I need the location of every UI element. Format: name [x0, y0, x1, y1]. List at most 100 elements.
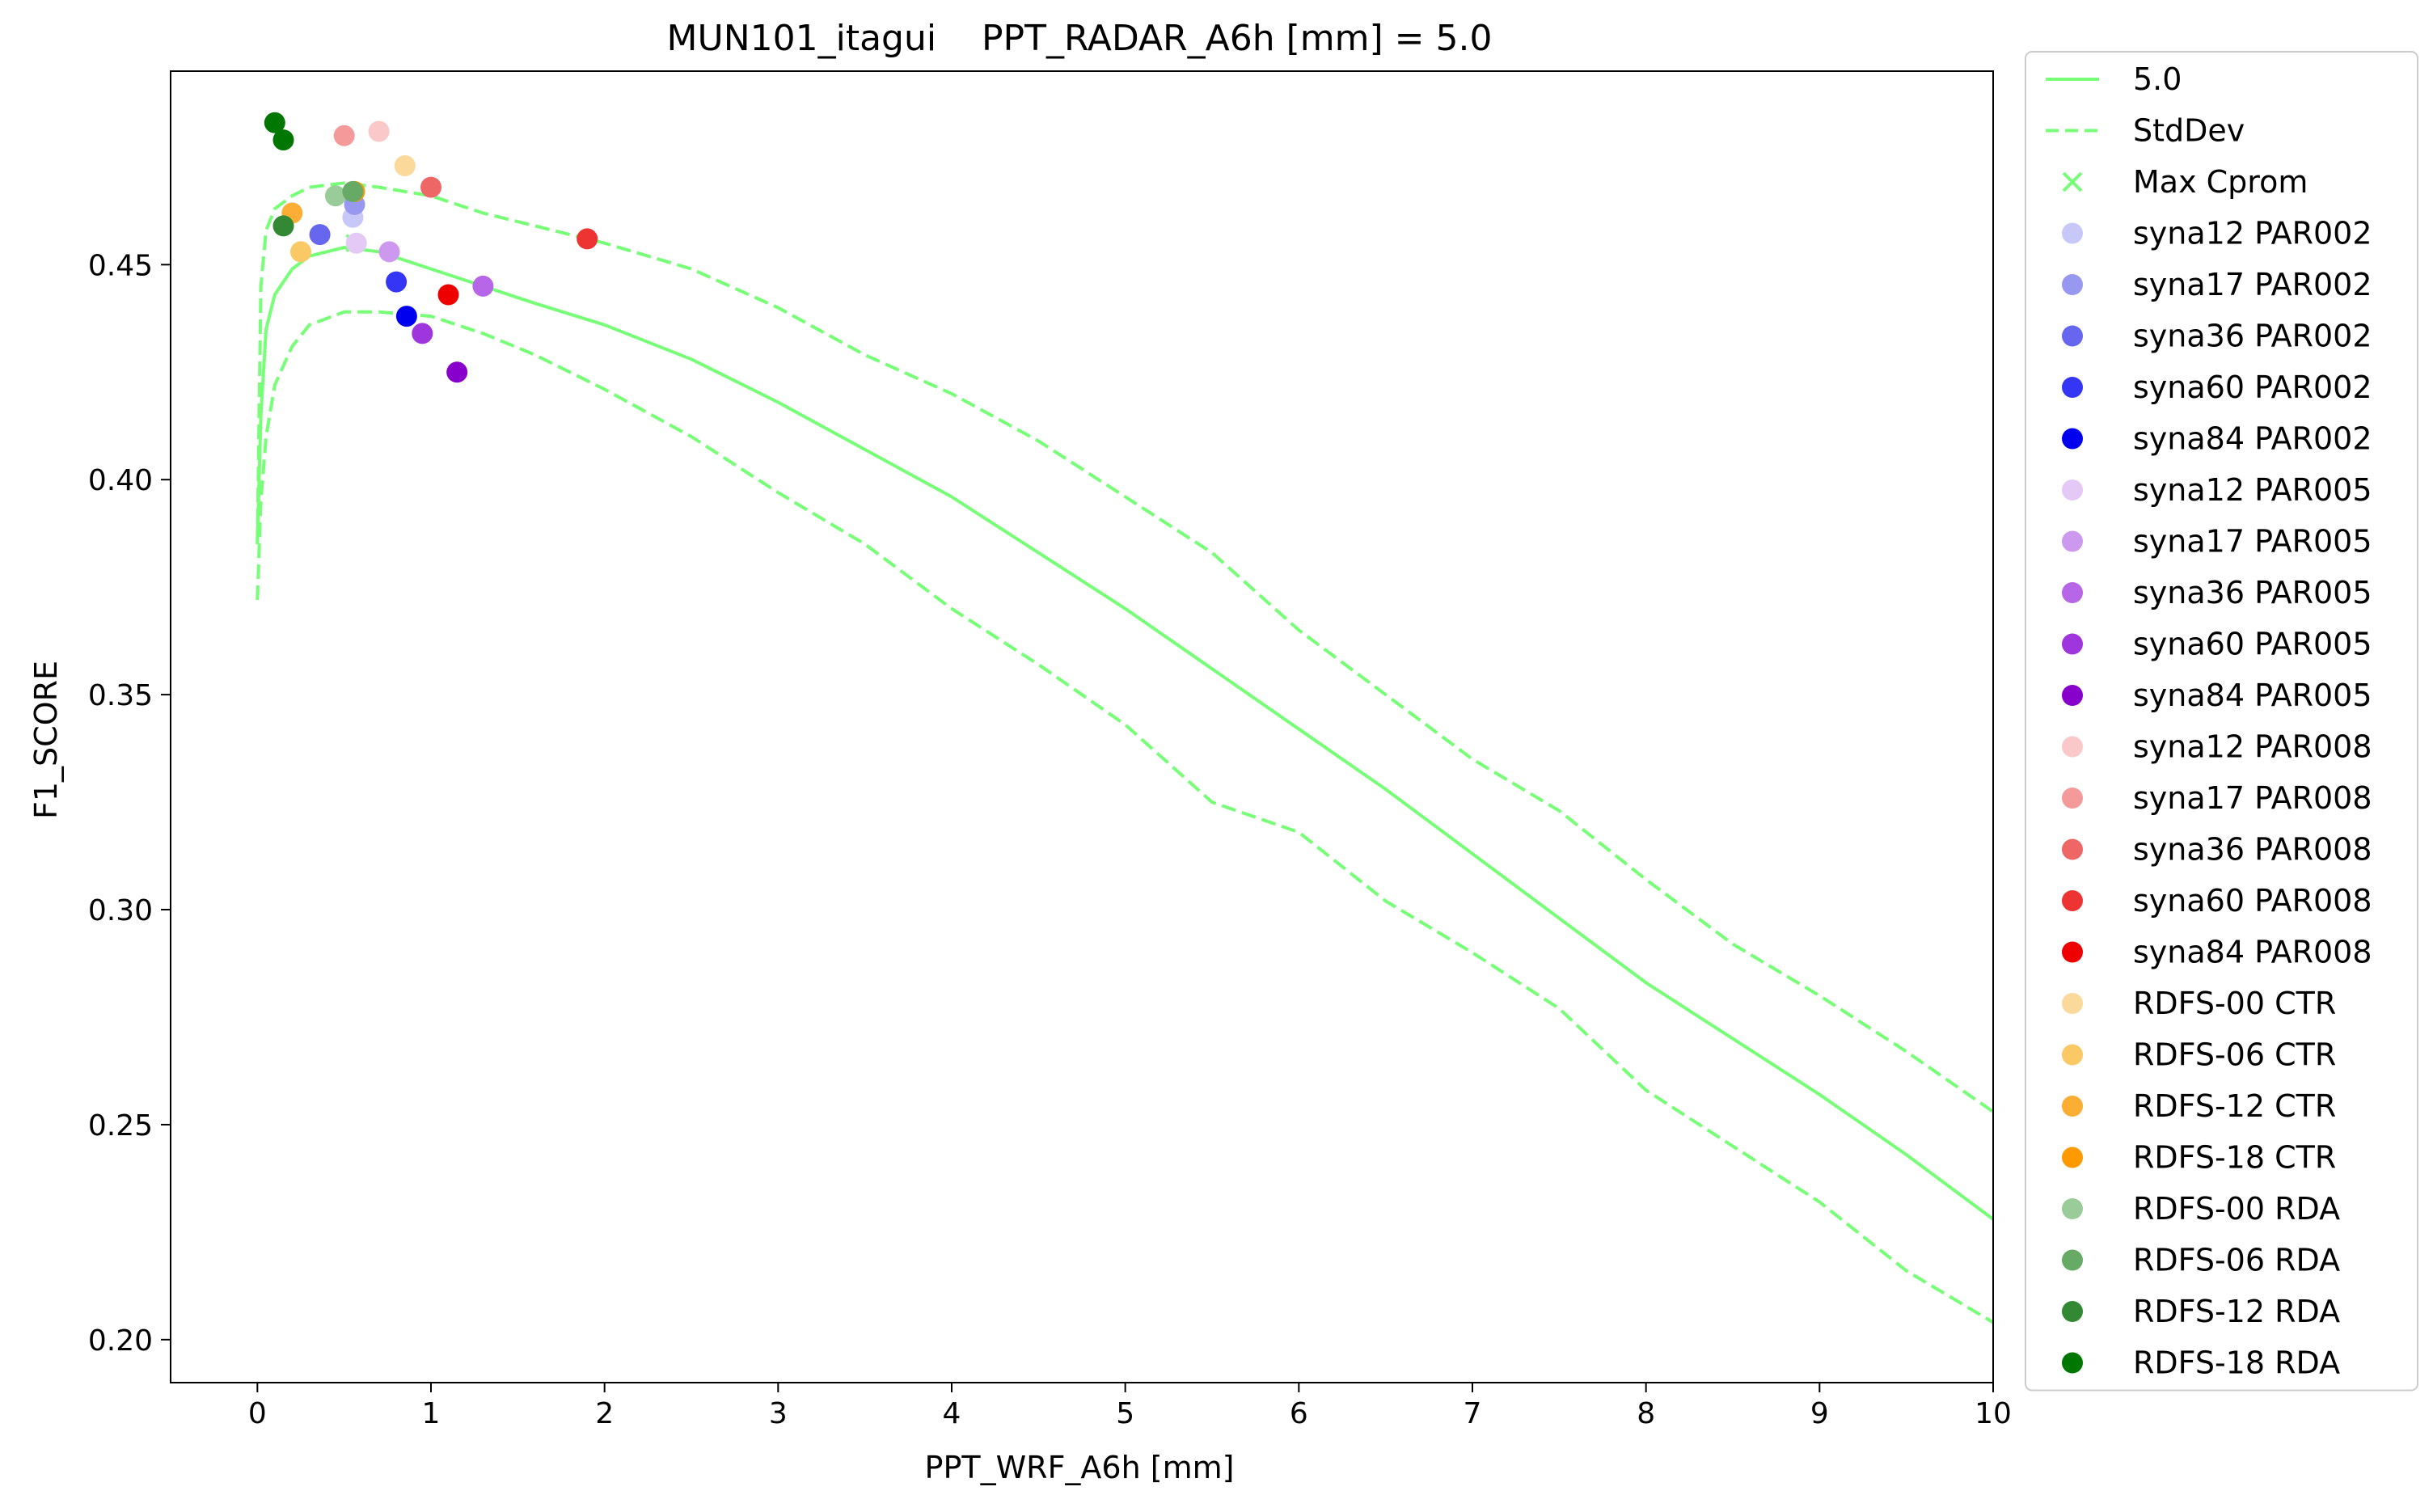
- chart-title: MUN101_itagui PPT_RADAR_A6h [mm] = 5.0: [667, 18, 1493, 59]
- legend-label-18: RDFS-00 CTR: [2133, 986, 2336, 1021]
- data-point-3: [386, 271, 408, 293]
- legend-item-20: RDFS-12 CTR: [2062, 1088, 2336, 1124]
- legend-item-4: syna17 PAR002: [2062, 267, 2372, 302]
- legend-label-5: syna36 PAR002: [2133, 319, 2372, 354]
- legend-handle-20: [2062, 1096, 2083, 1117]
- data-point-7: [472, 275, 494, 297]
- legend-label-15: syna36 PAR008: [2133, 832, 2372, 868]
- legend-label-19: RDFS-06 CTR: [2133, 1037, 2336, 1073]
- legend-item-22: RDFS-00 RDA: [2062, 1191, 2340, 1227]
- legend-label-25: RDFS-18 RDA: [2133, 1345, 2340, 1381]
- x-tick-label-5: 5: [1116, 1397, 1134, 1430]
- x-axis-label: PPT_WRF_A6h [mm]: [925, 1450, 1235, 1485]
- legend-handle-19: [2062, 1044, 2083, 1066]
- legend-handle-16: [2062, 890, 2083, 911]
- legend-item-5: syna36 PAR002: [2062, 319, 2372, 354]
- data-point-12: [420, 176, 441, 198]
- legend-label-3: syna12 PAR002: [2133, 216, 2372, 251]
- legend-handle-3: [2062, 222, 2083, 244]
- legend-item-9: syna17 PAR005: [2062, 524, 2372, 560]
- legend-item-11: syna60 PAR005: [2062, 627, 2372, 662]
- legend-label-1: StdDev: [2133, 113, 2245, 149]
- legend-label-13: syna12 PAR008: [2133, 729, 2372, 765]
- y-tick-label-0: 0.20: [88, 1324, 153, 1358]
- legend-label-21: RDFS-18 CTR: [2133, 1140, 2336, 1176]
- legend-label-9: syna17 PAR005: [2133, 524, 2372, 560]
- legend-item-13: syna12 PAR008: [2062, 729, 2372, 765]
- legend-label-11: syna60 PAR005: [2133, 627, 2372, 662]
- data-point-8: [412, 323, 433, 344]
- legend-item-1: StdDev: [2046, 113, 2245, 149]
- legend-label-24: RDFS-12 RDA: [2133, 1294, 2340, 1329]
- legend-item-14: syna17 PAR008: [2062, 780, 2372, 816]
- legend-item-10: syna36 PAR005: [2062, 575, 2372, 610]
- legend-item-7: syna84 PAR002: [2062, 421, 2372, 457]
- data-point-4: [395, 306, 417, 327]
- x-tick-label-7: 7: [1464, 1397, 1482, 1430]
- legend-handle-21: [2062, 1147, 2083, 1168]
- x-tick-label-9: 9: [1810, 1397, 1829, 1430]
- x-tick-label-4: 4: [943, 1397, 961, 1430]
- legend-label-16: syna60 PAR008: [2133, 883, 2372, 919]
- legend-label-7: syna84 PAR002: [2133, 421, 2372, 457]
- legend-label-8: syna12 PAR005: [2133, 472, 2372, 508]
- legend-handle-4: [2062, 274, 2083, 295]
- data-point-23: [272, 129, 294, 151]
- y-tick-label-4: 0.40: [88, 464, 153, 497]
- series-line-0: [256, 246, 1993, 1221]
- y-axis-label: F1_SCORE: [28, 661, 64, 819]
- data-point-16: [290, 241, 311, 263]
- legend-handle-5: [2062, 325, 2083, 347]
- legend-item-0: 5.0: [2046, 61, 2182, 97]
- data-point-21: [272, 215, 294, 237]
- legend-label-0: 5.0: [2133, 61, 2182, 97]
- y-tick-label-2: 0.30: [88, 894, 153, 927]
- data-point-2: [309, 224, 331, 246]
- legend-handle-11: [2062, 633, 2083, 655]
- legend-item-17: syna84 PAR008: [2062, 935, 2372, 970]
- legend-label-14: syna17 PAR008: [2133, 780, 2372, 816]
- legend-item-19: RDFS-06 CTR: [2062, 1037, 2336, 1073]
- y-tick-label-1: 0.25: [88, 1109, 153, 1142]
- x-tick-label-10: 10: [1975, 1397, 2012, 1430]
- legend-handle-8: [2062, 479, 2083, 500]
- legend-item-23: RDFS-06 RDA: [2062, 1243, 2340, 1278]
- data-point-13: [577, 228, 598, 250]
- legend-item-2: Max Cprom: [2062, 164, 2308, 200]
- legend-handle-15: [2062, 838, 2083, 860]
- legend-label-22: RDFS-00 RDA: [2133, 1191, 2340, 1227]
- legend-label-17: syna84 PAR008: [2133, 935, 2372, 970]
- legend-label-2: Max Cprom: [2133, 164, 2308, 200]
- legend-item-25: RDFS-18 RDA: [2062, 1345, 2340, 1381]
- legend-handle-12: [2062, 685, 2083, 706]
- legend-handle-17: [2062, 941, 2083, 963]
- data-point-14: [437, 284, 459, 306]
- legend-item-3: syna12 PAR002: [2062, 216, 2372, 251]
- legend-handle-14: [2062, 788, 2083, 809]
- legend-item-16: syna60 PAR008: [2062, 883, 2372, 919]
- x-tick-label-1: 1: [422, 1397, 441, 1430]
- data-point-22: [264, 112, 285, 133]
- data-point-15: [394, 155, 416, 176]
- legend-box: [2025, 51, 2418, 1392]
- legend-handle-9: [2062, 530, 2083, 552]
- data-point-19: [324, 185, 346, 207]
- legend-handle-7: [2062, 428, 2083, 450]
- legend-label-10: syna36 PAR005: [2133, 575, 2372, 610]
- legend-label-12: syna84 PAR005: [2133, 678, 2372, 713]
- legend-handle-25: [2062, 1352, 2083, 1374]
- legend-handle-22: [2062, 1198, 2083, 1219]
- legend: 5.0 StdDev Max Cprom syna12 PAR002 syna17 PA…: [2025, 51, 2418, 1392]
- legend-handle-6: [2062, 377, 2083, 398]
- legend-item-8: syna12 PAR005: [2062, 472, 2372, 508]
- legend-item-21: RDFS-18 CTR: [2062, 1140, 2336, 1176]
- data-point-20: [342, 180, 364, 202]
- legend-handle-13: [2062, 736, 2083, 758]
- legend-label-4: syna17 PAR002: [2133, 267, 2372, 302]
- data-point-5: [345, 232, 367, 254]
- legend-item-6: syna60 PAR002: [2062, 370, 2372, 405]
- legend-handle-18: [2062, 993, 2083, 1014]
- legend-item-12: syna84 PAR005: [2062, 678, 2372, 713]
- legend-label-23: RDFS-06 RDA: [2133, 1243, 2340, 1278]
